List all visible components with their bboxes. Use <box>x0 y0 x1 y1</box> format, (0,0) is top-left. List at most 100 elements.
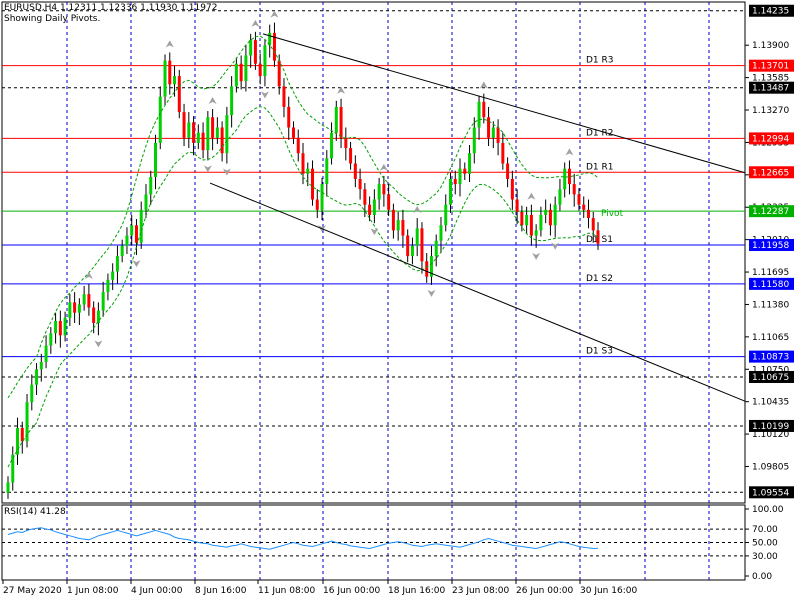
candle-body <box>82 294 86 305</box>
candle-body <box>577 194 581 205</box>
candle-body <box>429 256 433 277</box>
candle-body <box>548 209 552 226</box>
candle-body <box>92 307 96 323</box>
candle-body <box>282 86 286 107</box>
candle-body <box>87 294 91 308</box>
candle-body <box>63 317 67 336</box>
candle-body <box>563 168 567 190</box>
candle-body <box>586 209 590 219</box>
fractal-down-arrow <box>222 168 231 176</box>
candle-body <box>396 220 400 231</box>
candle-body <box>487 117 491 138</box>
dotted-level-tag <box>749 486 794 499</box>
candle-body <box>249 40 253 56</box>
time-tick-label: 30 Jun 16:00 <box>580 586 637 596</box>
candle-body <box>311 168 315 200</box>
candle-body <box>482 101 486 118</box>
candle-body <box>496 127 500 143</box>
candle-body <box>192 122 196 143</box>
candle-body <box>182 112 186 138</box>
candle-body <box>368 204 372 215</box>
candle-body <box>510 178 514 200</box>
candle-body <box>458 168 462 185</box>
candle-body <box>420 228 424 262</box>
pivot-level-name: D1 R3 <box>586 56 614 66</box>
candle-body <box>54 320 58 334</box>
price-tick-label: 1.09805 <box>752 462 789 472</box>
candle-body <box>301 153 305 174</box>
candle-body <box>44 345 48 363</box>
candle-body <box>220 127 224 154</box>
dotted-level-tag <box>749 4 794 17</box>
pivot-level-tag <box>749 277 794 290</box>
fractal-down-arrow <box>532 252 541 260</box>
main-plot-frame <box>1 1 746 504</box>
candle-body <box>287 106 291 128</box>
fractal-up-arrow <box>413 206 422 214</box>
pivot-level-name: D1 R2 <box>586 128 614 138</box>
fractal-up-arrow <box>84 271 93 279</box>
candle-body <box>501 142 505 164</box>
pivot-level-tag <box>749 205 794 218</box>
candle-body <box>215 127 219 138</box>
pivot-level-name: D1 S3 <box>586 347 613 357</box>
pivot-level-tag <box>749 132 794 145</box>
candle-body <box>401 220 405 236</box>
candle-body <box>363 189 367 205</box>
candle-body <box>16 427 20 455</box>
candle-body <box>230 86 234 116</box>
candle-body <box>154 142 157 177</box>
candle-body <box>315 199 319 210</box>
rsi-tick-label: 0.00 <box>752 572 772 582</box>
candle-body <box>525 214 529 226</box>
candle-body <box>120 245 124 257</box>
fractal-up-arrow <box>337 86 346 94</box>
pivot-level-name: D1 R1 <box>586 162 614 172</box>
candle-body <box>468 153 472 174</box>
candle-body <box>77 304 81 313</box>
candle-body <box>139 209 143 243</box>
candle-body <box>558 189 562 205</box>
rsi-tick-label: 70.00 <box>752 525 778 535</box>
candle-body <box>225 115 229 154</box>
candle-body <box>544 209 548 215</box>
candle-body <box>258 63 262 77</box>
candle-body <box>25 402 29 442</box>
price-tick-label: 1.10750 <box>752 365 789 375</box>
pivot-note: Showing Daily Pivots. <box>4 14 101 24</box>
time-tick-label: 18 Jun 16:00 <box>388 586 445 596</box>
candle-body <box>529 214 533 236</box>
candle-body <box>20 427 24 442</box>
candle-body <box>130 225 134 236</box>
fractal-down-arrow <box>260 91 269 99</box>
candle-body <box>434 240 438 257</box>
candle-body <box>377 184 381 200</box>
candle-body <box>410 245 414 257</box>
time-tick-label: 11 Jun 08:00 <box>258 586 315 596</box>
fractal-up-arrow <box>208 96 217 104</box>
candle-body <box>553 204 557 226</box>
candle-body <box>391 209 395 231</box>
pivot-level-tag <box>749 166 794 179</box>
pivot-level-tag <box>749 238 794 251</box>
trendline <box>209 182 746 402</box>
candle-body <box>325 158 329 185</box>
candle-body <box>306 168 310 174</box>
candle-body <box>206 117 210 151</box>
rsi-tick-label: 100.00 <box>752 505 784 515</box>
candle-body <box>73 302 77 313</box>
candle-body <box>177 76 181 113</box>
candle-body <box>39 362 43 370</box>
candle-body <box>296 137 300 154</box>
candle-body <box>6 482 10 493</box>
candle-body <box>372 199 376 215</box>
candle-body <box>320 184 324 210</box>
candle-body <box>101 292 105 311</box>
candle-body <box>520 211 524 226</box>
candle-body <box>406 235 410 257</box>
candle-body <box>591 218 595 231</box>
candle-body <box>349 148 353 164</box>
time-tick-label: 4 Jun 00:00 <box>131 586 183 596</box>
